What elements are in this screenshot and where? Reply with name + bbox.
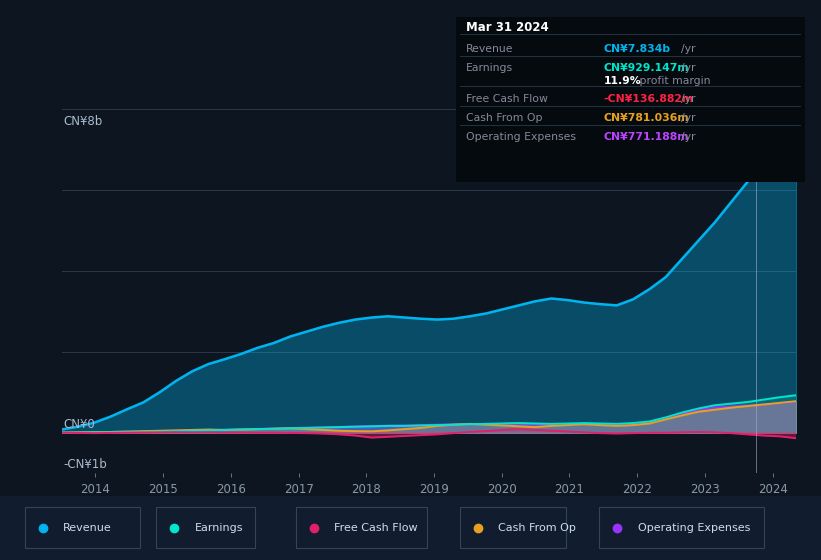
FancyBboxPatch shape <box>296 507 427 548</box>
Text: /yr: /yr <box>681 132 696 142</box>
Text: CN¥781.036m: CN¥781.036m <box>603 113 689 123</box>
Text: /yr: /yr <box>681 44 696 54</box>
Text: CN¥7.834b: CN¥7.834b <box>603 44 671 54</box>
Text: Operating Expenses: Operating Expenses <box>638 523 750 533</box>
FancyBboxPatch shape <box>460 507 566 548</box>
FancyBboxPatch shape <box>156 507 255 548</box>
FancyBboxPatch shape <box>599 507 764 548</box>
Text: /yr: /yr <box>681 94 696 104</box>
Text: Cash From Op: Cash From Op <box>498 523 576 533</box>
Text: CN¥8b: CN¥8b <box>63 115 102 128</box>
Text: -CN¥1b: -CN¥1b <box>63 458 107 471</box>
Text: /yr: /yr <box>681 63 696 73</box>
Text: Free Cash Flow: Free Cash Flow <box>334 523 418 533</box>
Text: /yr: /yr <box>681 113 696 123</box>
Text: Revenue: Revenue <box>466 44 513 54</box>
Text: profit margin: profit margin <box>636 76 711 86</box>
Text: Operating Expenses: Operating Expenses <box>466 132 576 142</box>
Text: Cash From Op: Cash From Op <box>466 113 542 123</box>
FancyBboxPatch shape <box>25 507 140 548</box>
Text: Earnings: Earnings <box>466 63 512 73</box>
Text: Earnings: Earnings <box>195 523 243 533</box>
Text: CN¥0: CN¥0 <box>63 418 94 431</box>
Text: CN¥771.188m: CN¥771.188m <box>603 132 689 142</box>
Text: -CN¥136.882m: -CN¥136.882m <box>603 94 694 104</box>
Text: 11.9%: 11.9% <box>603 76 641 86</box>
Text: CN¥929.147m: CN¥929.147m <box>603 63 689 73</box>
Text: Free Cash Flow: Free Cash Flow <box>466 94 548 104</box>
Text: Revenue: Revenue <box>63 523 112 533</box>
Text: Mar 31 2024: Mar 31 2024 <box>466 21 548 34</box>
